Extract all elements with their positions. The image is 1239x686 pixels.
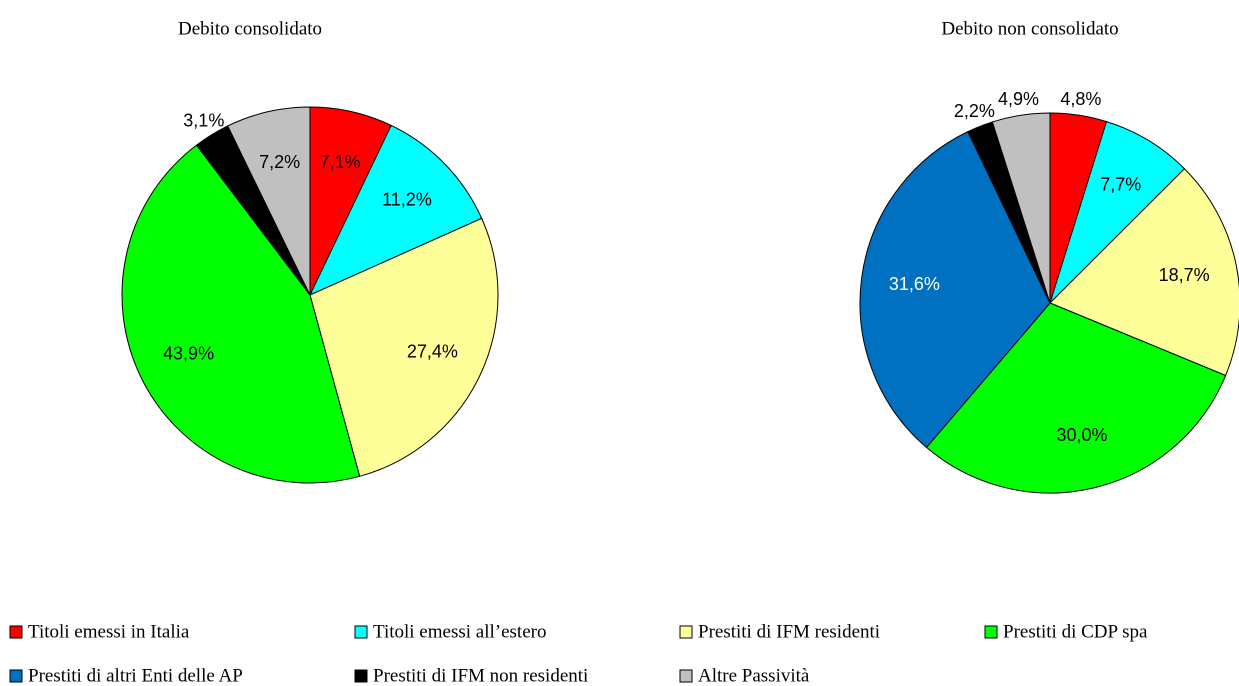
legend-label: Prestiti di CDP spa xyxy=(1003,621,1148,642)
data-label: 27,4% xyxy=(407,342,458,362)
legend-label: Altre Passività xyxy=(698,665,810,686)
data-label: 43,9% xyxy=(163,344,214,364)
legend-label: Titoli emessi in Italia xyxy=(28,621,190,642)
pie-slice xyxy=(1049,120,1186,304)
data-label: 7,7% xyxy=(1100,175,1141,195)
legend-swatch xyxy=(679,669,693,683)
pie-slice xyxy=(309,217,499,477)
data-label: 7,2% xyxy=(259,152,300,172)
pie-slice xyxy=(925,302,1227,494)
legend-label: Titoli emessi all’estero xyxy=(373,621,546,642)
data-label: 7,1% xyxy=(319,152,360,172)
data-label: 18,7% xyxy=(1159,265,1210,285)
legend-swatch xyxy=(9,625,23,639)
pie-slice xyxy=(991,112,1051,304)
data-label: 31,6% xyxy=(889,274,940,294)
data-label: 11,2% xyxy=(382,189,432,209)
data-label: 30,0% xyxy=(1056,425,1107,445)
chart-title: Debito non consolidato xyxy=(941,18,1118,39)
chart-title: Debito consolidato xyxy=(178,18,322,39)
pie-slice xyxy=(121,144,361,484)
legend-swatch xyxy=(354,669,368,683)
data-label: 2,2% xyxy=(954,101,995,121)
legend-swatch xyxy=(354,625,368,639)
legend-swatch xyxy=(679,625,693,639)
data-label: 3,1% xyxy=(183,111,224,131)
legend-swatch xyxy=(9,669,23,683)
legend-swatch xyxy=(984,625,998,639)
pie-slice xyxy=(859,130,1051,449)
pie-slice xyxy=(1049,168,1239,377)
data-label: 4,8% xyxy=(1060,89,1101,109)
pie-slice xyxy=(227,106,311,296)
pie-slice xyxy=(308,124,483,297)
legend-label: Prestiti di IFM non residenti xyxy=(373,665,588,686)
legend-label: Prestiti di IFM residenti xyxy=(698,621,880,642)
data-label: 4,9% xyxy=(998,89,1039,109)
legend-label: Prestiti di altri Enti delle AP xyxy=(28,665,243,686)
